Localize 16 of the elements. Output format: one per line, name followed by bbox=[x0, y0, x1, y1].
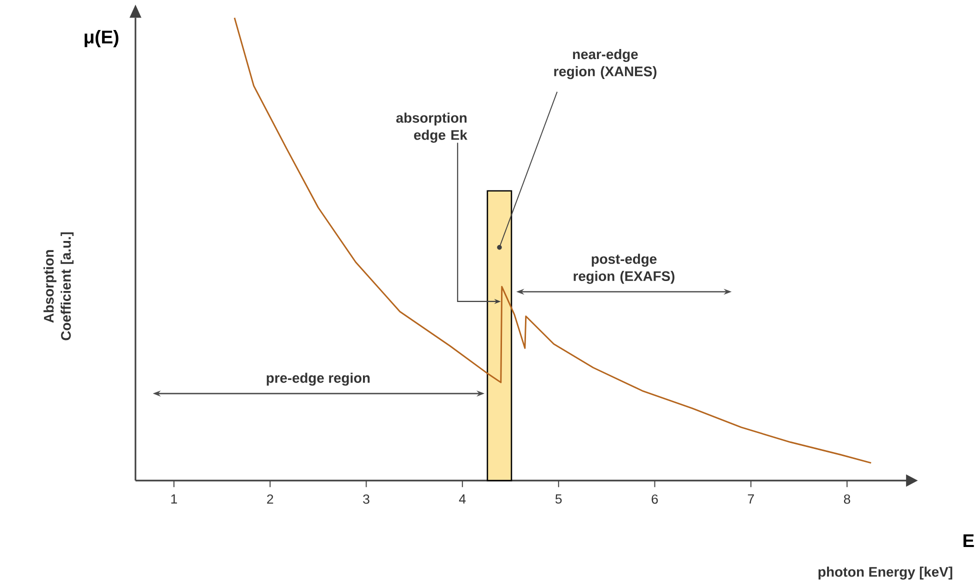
text: μ(E) bbox=[84, 30, 118, 48]
x-axis-title: photon Energy [keV] bbox=[818, 566, 952, 580]
y-axis-title: Absorption Coefficient [a.u.] bbox=[44, 232, 74, 340]
x-tick-label: 5 bbox=[555, 494, 562, 504]
annotation: pre-edge region bbox=[266, 372, 370, 386]
x-tick-label: 8 bbox=[844, 494, 850, 504]
x-tick-label: 6 bbox=[652, 494, 658, 504]
x-tick-label: 7 bbox=[748, 494, 754, 504]
x-tick-label: 4 bbox=[459, 494, 466, 504]
band-label: near-edge region (XANES) bbox=[554, 49, 656, 80]
annotation: absorption edge Ek bbox=[396, 112, 468, 143]
x-tick-label: 2 bbox=[267, 494, 274, 504]
x-tick-label: 1 bbox=[171, 494, 177, 504]
text: E bbox=[964, 534, 974, 548]
annotation: post-edge region (EXAFS) bbox=[574, 254, 674, 284]
x-tick-label: 3 bbox=[363, 494, 370, 504]
